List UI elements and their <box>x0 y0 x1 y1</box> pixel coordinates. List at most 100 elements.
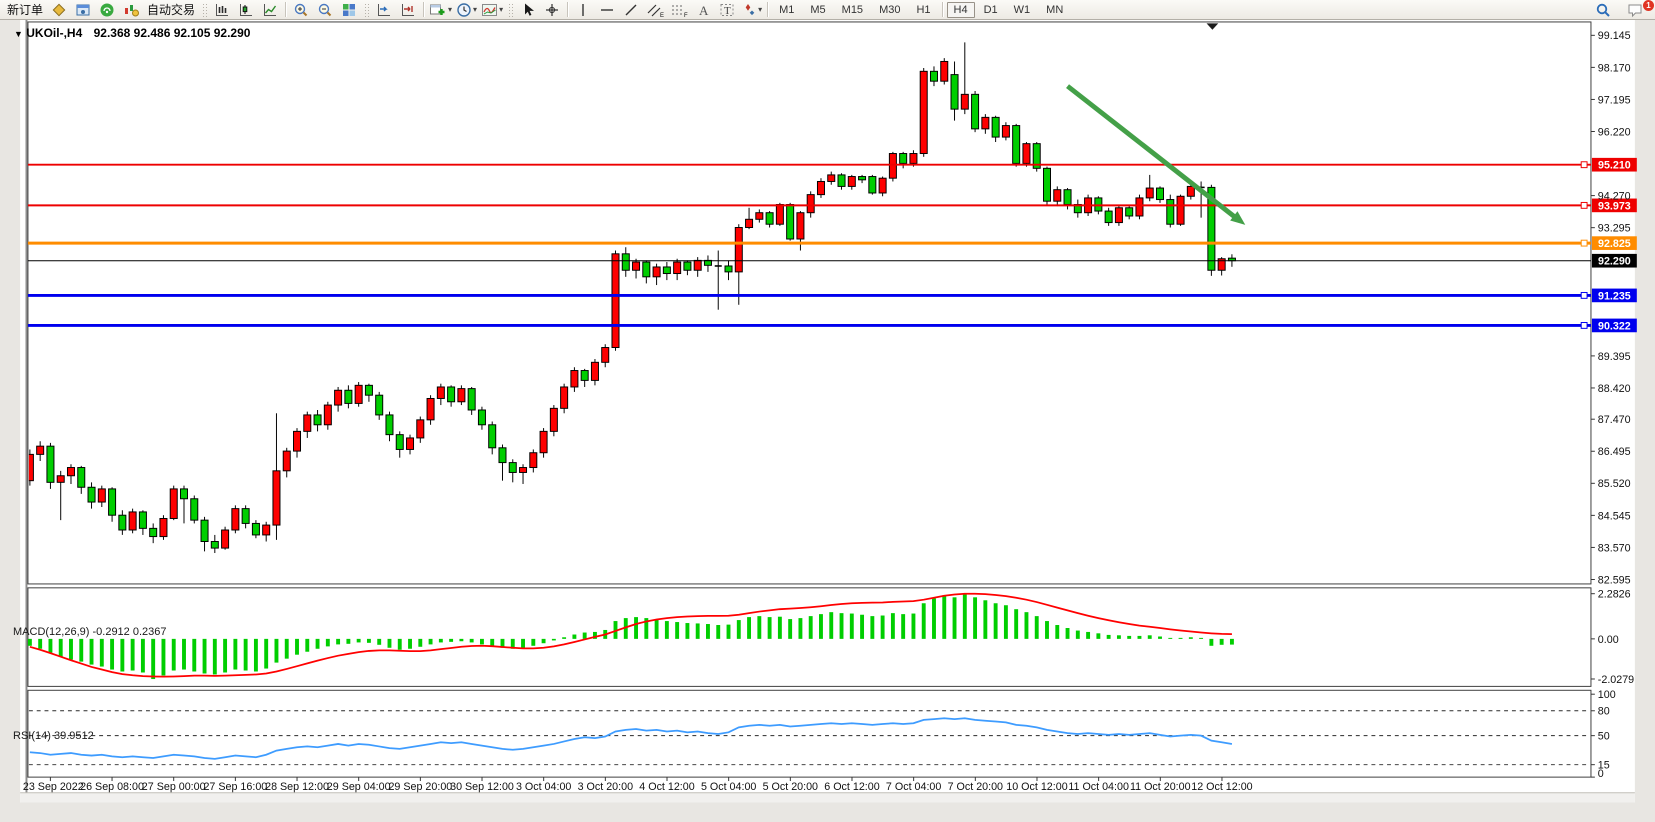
line-chart-icon[interactable] <box>258 1 282 19</box>
candle-body <box>601 347 610 363</box>
trend-arrow-head <box>1230 211 1246 225</box>
candle-body <box>28 453 34 482</box>
timeframe-button-m1[interactable]: M1 <box>779 3 795 16</box>
candle-body <box>416 419 425 439</box>
market-watch-icon[interactable] <box>71 1 95 19</box>
line-anchor <box>1580 322 1588 329</box>
candle-body <box>888 153 897 179</box>
candle-body <box>683 261 692 271</box>
timeframe-button-m15[interactable]: M15 <box>841 3 864 16</box>
candle-body <box>251 522 260 536</box>
candle-body <box>1135 197 1144 217</box>
candle-body <box>1166 199 1175 225</box>
candle-body <box>899 153 908 164</box>
text-tool-icon[interactable]: A <box>691 1 715 19</box>
equidistant-channel-icon[interactable]: E <box>643 1 667 19</box>
candle-body <box>385 414 394 436</box>
period-clock-icon[interactable]: ▾ <box>454 1 479 19</box>
signal-icon[interactable] <box>95 1 119 19</box>
candle-body <box>138 511 147 529</box>
line-anchor <box>1580 291 1588 299</box>
line-anchor <box>1580 239 1588 247</box>
candle-body <box>971 93 980 130</box>
candle-body <box>1032 143 1041 169</box>
candlestick-chart-icon[interactable] <box>234 1 258 19</box>
timeframe-button-w1[interactable]: W1 <box>1013 3 1031 16</box>
candle-body <box>128 511 137 531</box>
chart-shift-marker[interactable] <box>1206 23 1219 30</box>
candle-body <box>632 261 641 271</box>
candle-body <box>87 486 96 503</box>
timeframe-button-h4[interactable]: H4 <box>946 1 975 18</box>
tile-windows-icon[interactable] <box>337 1 361 19</box>
new-chart-icon[interactable]: ▾ <box>427 1 454 19</box>
candle-body <box>231 508 240 531</box>
toolbar-separator <box>767 2 769 17</box>
candle-body <box>77 467 86 488</box>
svg-text:T: T <box>724 5 731 17</box>
candle-body <box>282 450 291 472</box>
candle-body <box>652 266 661 278</box>
candle-body <box>210 541 219 549</box>
time-axis-label: 30 Sep 12:00 <box>450 781 514 793</box>
timeframe-button-mn[interactable]: MN <box>1046 3 1064 16</box>
arrows-tool-icon[interactable]: ▾ <box>739 1 764 19</box>
timeframe-button-h1[interactable]: H1 <box>916 3 931 16</box>
text-label-tool-icon[interactable]: T <box>715 1 739 19</box>
price-axis-tick: 85.520 <box>1598 478 1631 490</box>
macd-label: MACD(12,26,9) -0.2912 0.2367 <box>13 626 167 638</box>
macd-axis-tick: -2.0279 <box>1598 674 1634 686</box>
bar-chart-icon[interactable] <box>210 1 234 19</box>
search-icon[interactable] <box>1591 1 1615 19</box>
zoom-in-icon[interactable] <box>289 1 313 19</box>
candle-body <box>447 386 456 403</box>
notifications-icon[interactable]: 1 <box>1623 0 1654 19</box>
macd-axis-tick: 0.00 <box>1598 634 1619 646</box>
candle-body <box>364 384 373 396</box>
indicators-icon[interactable]: ▾ <box>479 1 505 19</box>
toolbar-grip <box>508 2 514 17</box>
auto-scroll-icon[interactable] <box>372 1 396 19</box>
chart-window-title: ▼ UKOil-,H4 92.368 92.486 92.105 92.290 <box>14 26 250 40</box>
toolbar-separator <box>941 2 943 17</box>
svg-text:E: E <box>660 13 664 18</box>
svg-text:92.290: 92.290 <box>1598 256 1631 268</box>
candle-body <box>519 467 528 473</box>
candle-body <box>56 475 65 483</box>
new-order-gem-icon[interactable] <box>47 1 71 19</box>
timeframe-button-m5[interactable]: M5 <box>810 3 826 16</box>
rsi-axis-tick: 50 <box>1598 731 1610 743</box>
candle-body <box>662 266 671 275</box>
price-axis-tick: 96.220 <box>1598 126 1631 138</box>
price-level-label <box>1591 157 1637 172</box>
trend-arrow[interactable] <box>1066 84 1239 221</box>
autotrade-icon[interactable] <box>119 1 143 19</box>
candle-body <box>1217 258 1226 271</box>
chart-canvas[interactable]: 95.210 93.973 92.825 92.290 91.235 90.322 99.1… <box>0 20 1655 822</box>
zoom-out-icon[interactable] <box>313 1 337 19</box>
cursor-icon[interactable] <box>516 1 540 19</box>
candle-body <box>1125 207 1134 217</box>
time-axis-label: 3 Oct 04:00 <box>516 781 571 793</box>
autotrade-button[interactable]: 自动交易 <box>147 3 196 17</box>
rsi-panel[interactable] <box>27 689 1592 778</box>
fibonacci-tool-icon[interactable]: F <box>667 1 691 19</box>
main-toolbar: 新订单 自动交易 ▾ ▾ ▾ <box>0 0 1655 20</box>
candle-body <box>1156 187 1165 201</box>
main-price-panel[interactable] <box>27 21 1592 585</box>
crosshair-icon[interactable] <box>540 1 564 19</box>
timeframe-button-d1[interactable]: D1 <box>983 3 998 16</box>
vertical-line-tool-icon[interactable] <box>571 1 595 19</box>
chart-shift-icon[interactable] <box>396 1 420 19</box>
candle-body <box>858 176 867 181</box>
horizontal-line-tool-icon[interactable] <box>595 1 619 19</box>
price-axis-tick: 83.570 <box>1598 542 1631 554</box>
time-axis-label: 5 Oct 04:00 <box>701 781 756 793</box>
trendline-tool-icon[interactable] <box>619 1 643 19</box>
timeframe-button-m30[interactable]: M30 <box>879 3 901 16</box>
candle-body <box>1001 125 1010 138</box>
symbol-dropdown-caret[interactable]: ▼ <box>14 29 23 39</box>
candle-body <box>159 518 168 538</box>
new-order-button[interactable]: 新订单 <box>7 3 44 17</box>
candle-body <box>46 445 55 483</box>
